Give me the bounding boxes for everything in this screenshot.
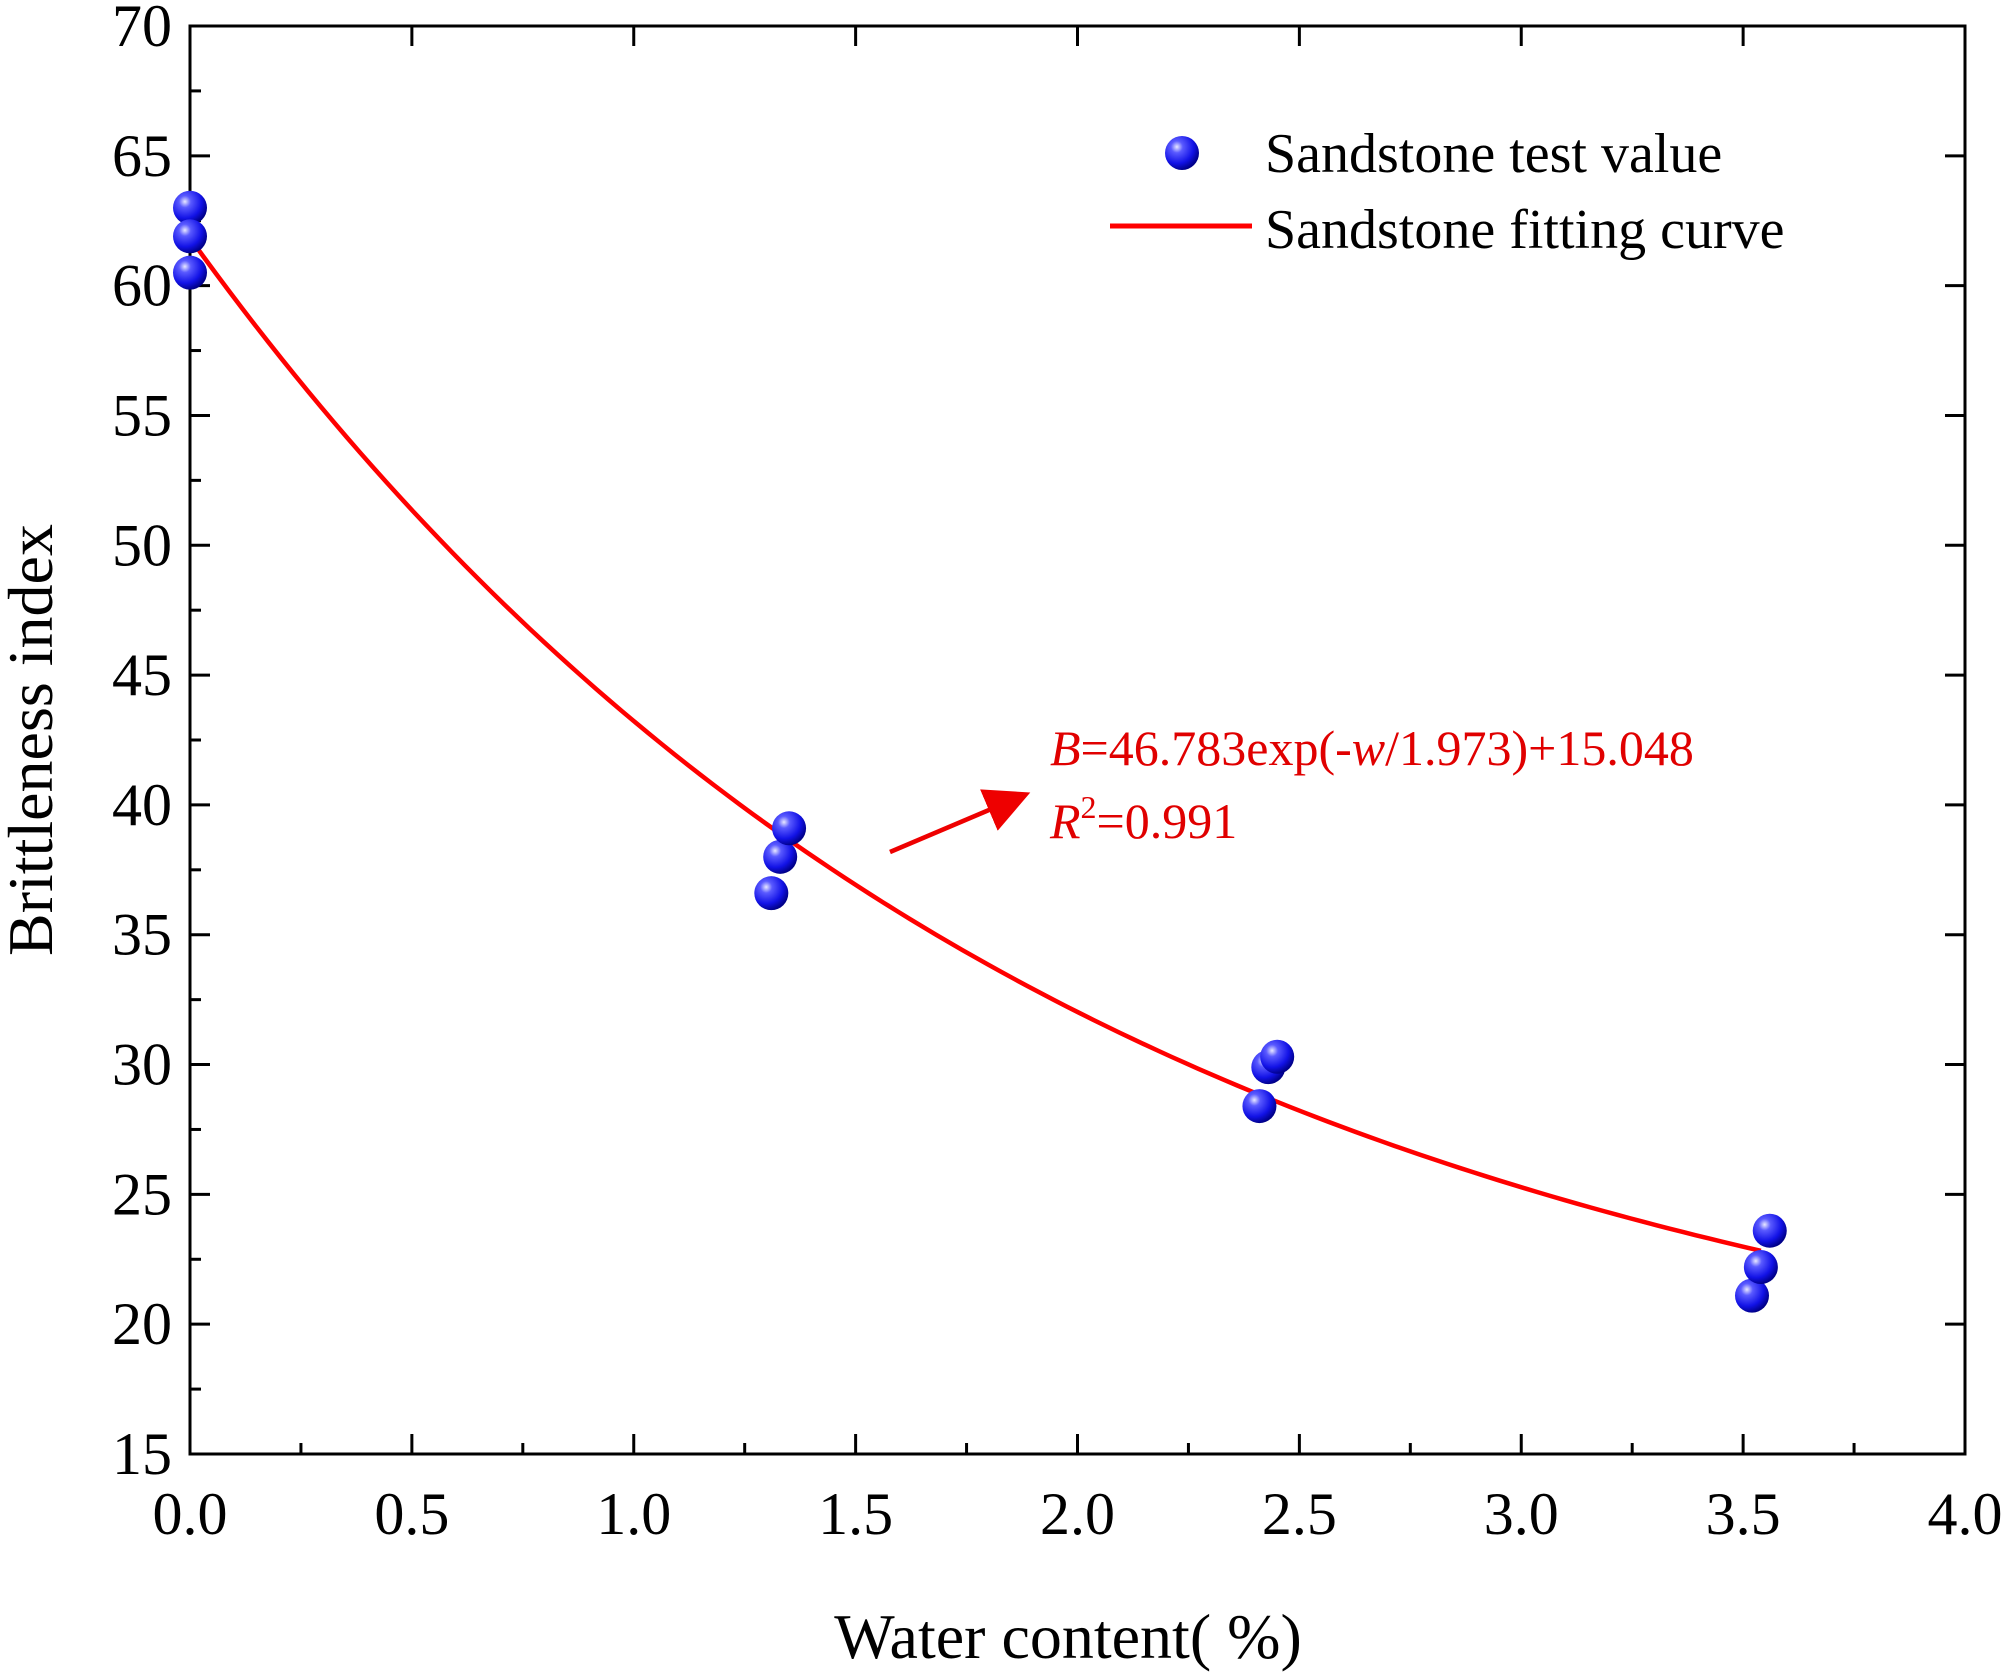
- data-point: [173, 219, 207, 254]
- data-point: [1743, 1250, 1778, 1285]
- y-axis-title: Brittleness index: [0, 524, 66, 956]
- y-tick-label: 60: [112, 253, 172, 319]
- y-tick-label: 40: [112, 772, 172, 838]
- data-point: [772, 811, 807, 846]
- x-axis-title: Water content( %): [834, 1601, 1302, 1672]
- y-tick-label: 20: [112, 1291, 172, 1357]
- x-tick-label: 0.0: [153, 1481, 228, 1547]
- y-tick-label: 15: [112, 1421, 172, 1487]
- x-tick-label: 3.5: [1706, 1481, 1781, 1547]
- data-point: [754, 876, 789, 911]
- x-tick-label: 2.0: [1040, 1481, 1115, 1547]
- scatter-points: [173, 190, 1787, 1313]
- x-tick-label: 0.5: [374, 1481, 449, 1547]
- data-point: [173, 190, 207, 225]
- x-tick-labels: 0.0 0.5 1.0 1.5 2.0 2.5 3.0 3.5 4.0: [153, 1481, 2003, 1547]
- data-point: [763, 839, 798, 874]
- data-point: [1735, 1278, 1769, 1313]
- x-tick-label: 2.5: [1262, 1481, 1337, 1547]
- data-point: [1752, 1213, 1787, 1248]
- data-point: [1260, 1039, 1295, 1074]
- y-tick-label: 55: [112, 382, 172, 448]
- axis-ticks: [188, 24, 1967, 1456]
- fit-equation: B=46.783exp(-w/1.973)+15.048: [1050, 720, 1694, 776]
- legend: Sandstone test value Sandstone fitting c…: [1110, 123, 1784, 261]
- y-tick-labels: 15 20 25 30 35 40 45 50 55 60 65 70: [112, 0, 172, 1487]
- legend-marker-scatter: [1165, 136, 1199, 170]
- fitting-curve: [188, 236, 1762, 1254]
- y-tick-label: 30: [112, 1032, 172, 1098]
- y-tick-label: 70: [112, 0, 172, 59]
- y-tick-label: 35: [112, 902, 172, 968]
- y-tick-label: 25: [112, 1161, 172, 1227]
- annotation-arrow: [889, 789, 1031, 855]
- y-tick-label: 65: [112, 123, 172, 189]
- data-point: [173, 255, 207, 290]
- y-tick-label: 50: [112, 512, 172, 578]
- data-point: [1242, 1089, 1277, 1124]
- legend-label-line: Sandstone fitting curve: [1265, 199, 1784, 261]
- x-tick-label: 1.0: [596, 1481, 671, 1547]
- x-tick-label: 3.0: [1484, 1481, 1559, 1547]
- legend-label-scatter: Sandstone test value: [1265, 123, 1722, 185]
- x-tick-label: 4.0: [1928, 1481, 2003, 1547]
- r-squared: R2=0.991: [1049, 789, 1237, 849]
- x-tick-label: 1.5: [818, 1481, 893, 1547]
- y-tick-label: 45: [112, 642, 172, 708]
